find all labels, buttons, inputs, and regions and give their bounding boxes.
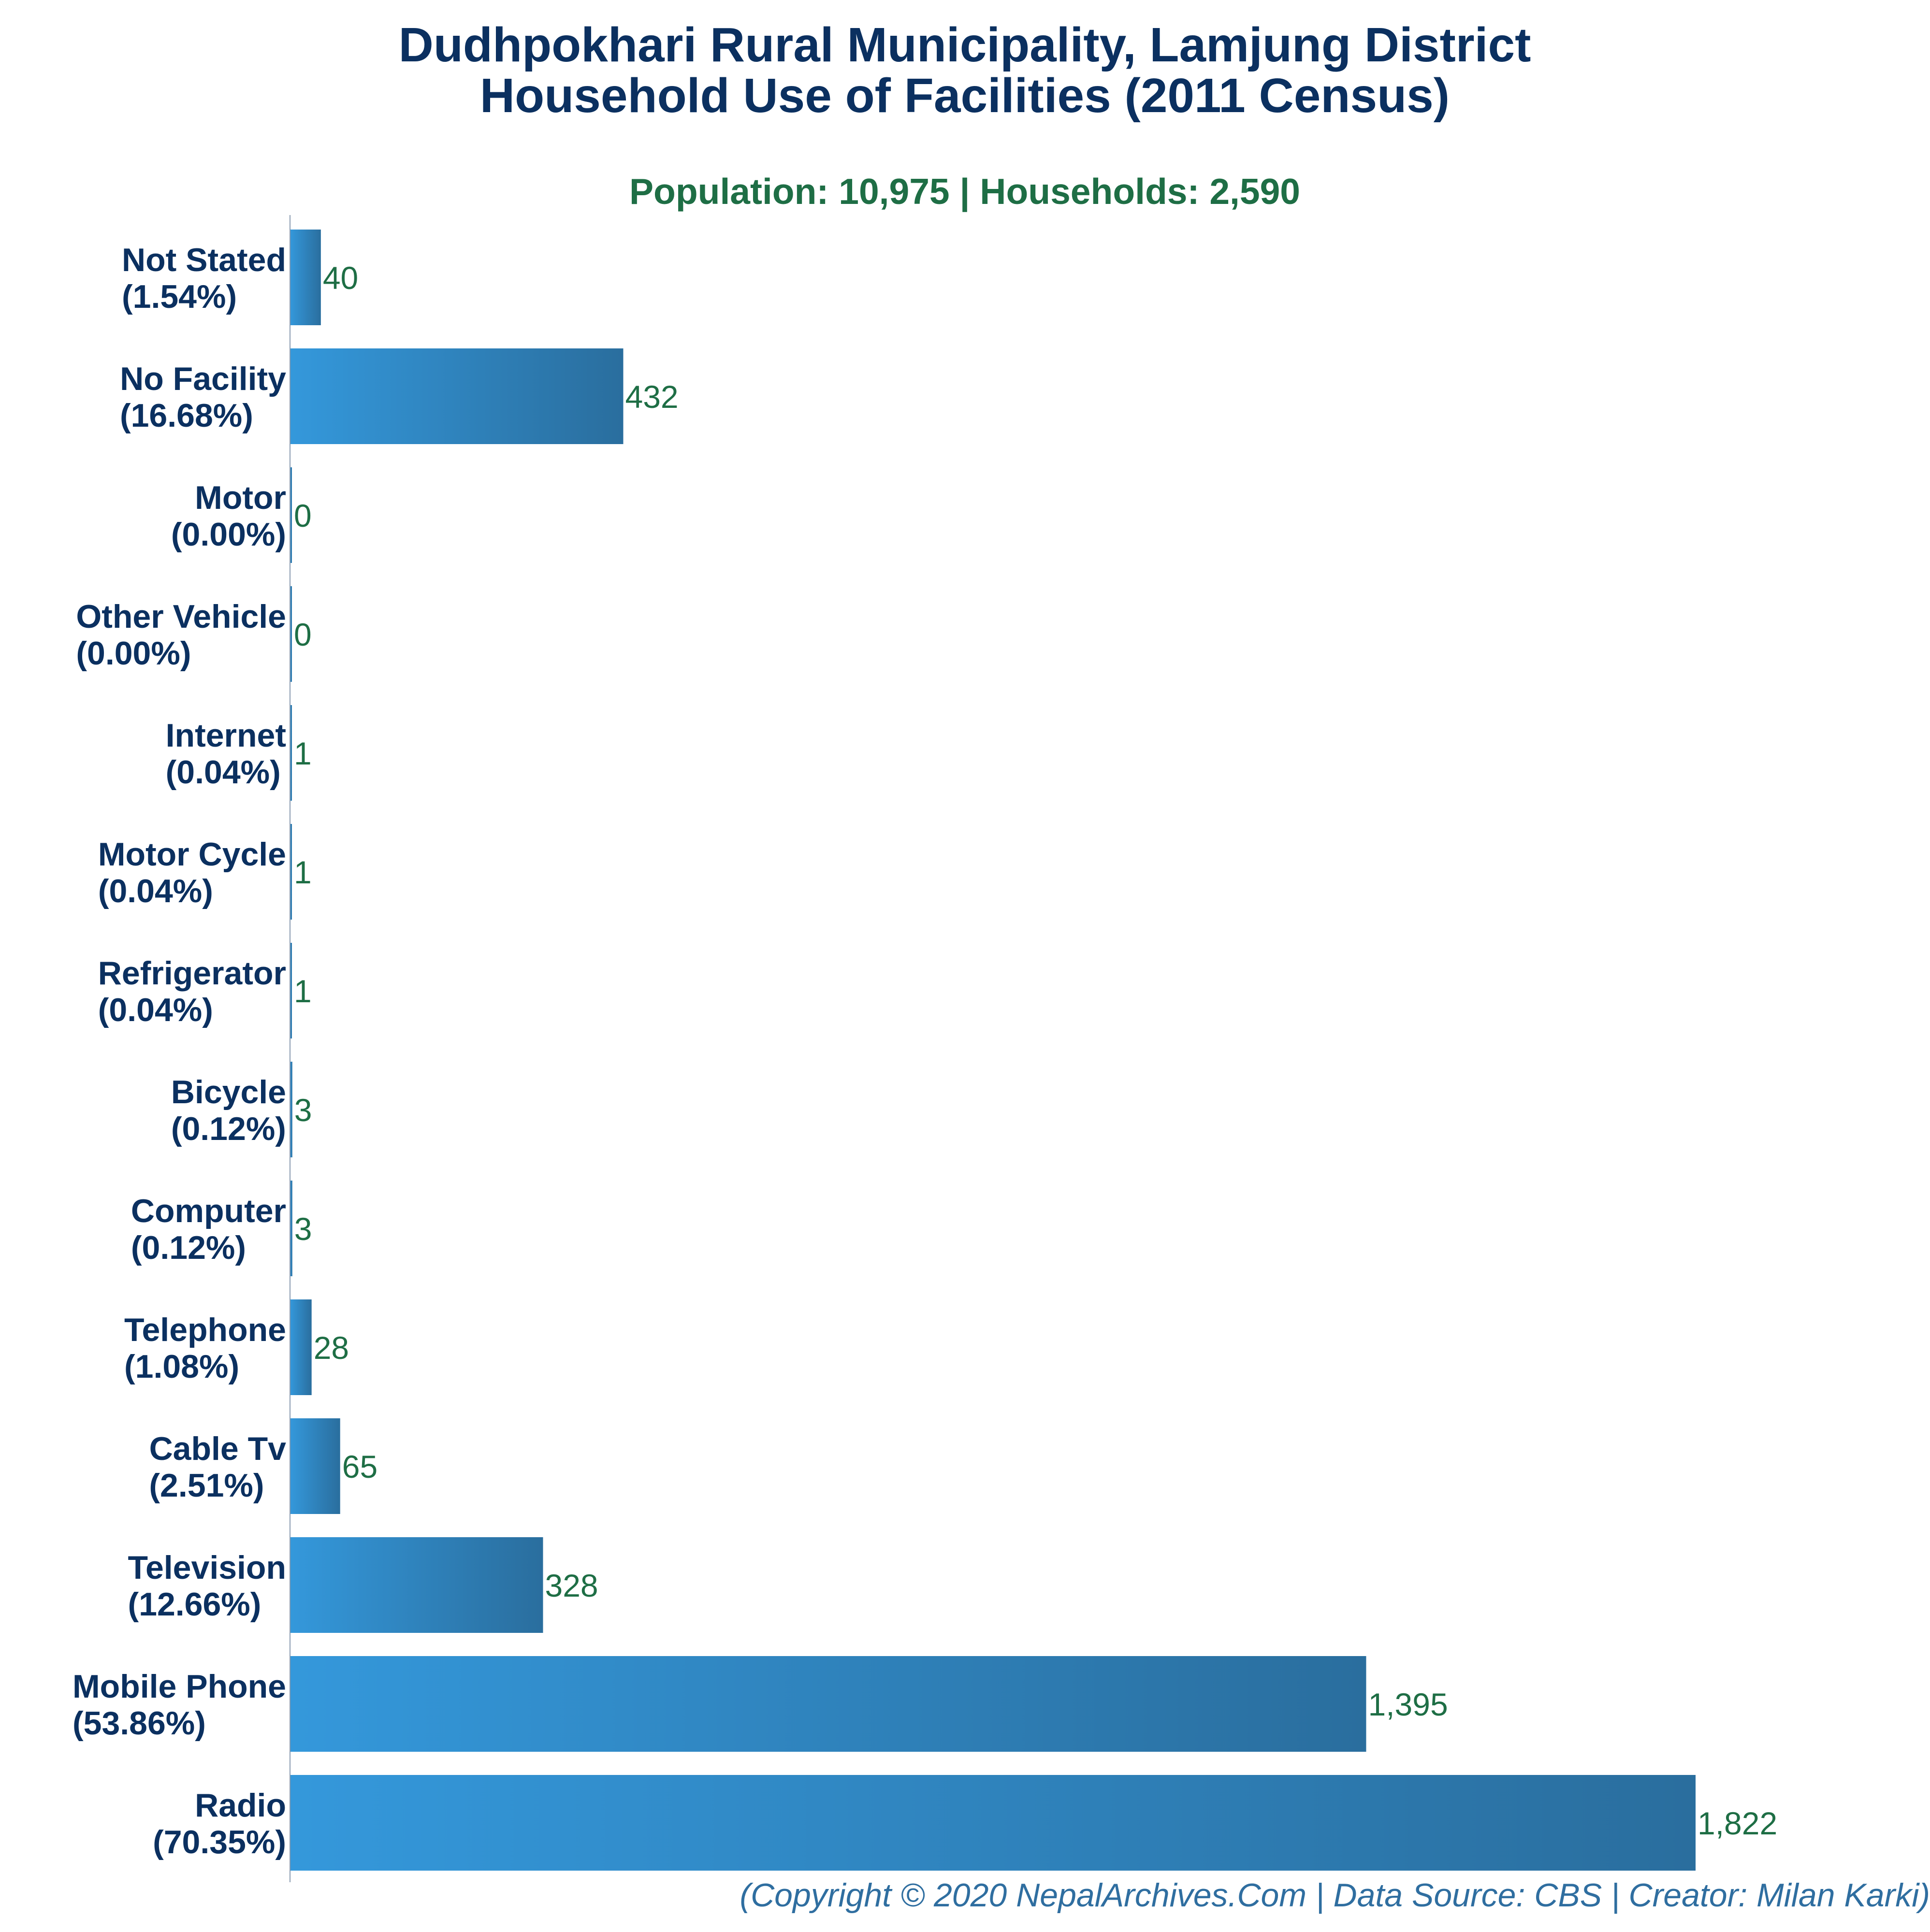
bar-television <box>290 1537 543 1633</box>
bar-no-facility <box>290 348 624 444</box>
value-label-other-vehicle: 0 <box>294 617 312 652</box>
bars-layer: 40 Not Stated(1.54%) 432 No Facility(16.68%… <box>73 230 1777 1871</box>
value-label-mobile-phone: 1,395 <box>1368 1687 1448 1722</box>
bar-other-vehicle <box>290 586 292 682</box>
category-label-not-stated: Not Stated <box>122 242 286 278</box>
category-pct-no-facility: (16.68%) <box>120 397 253 434</box>
chart-subtitle: Population: 10,975 | Households: 2,590 <box>629 171 1300 212</box>
category-label-motor: Motor <box>195 479 286 516</box>
category-pct-mobile-phone: (53.86%) <box>73 1705 206 1742</box>
category-pct-television: (12.66%) <box>128 1586 261 1623</box>
value-label-no-facility: 432 <box>625 379 678 415</box>
value-label-motor-cycle: 1 <box>294 854 312 890</box>
category-pct-computer: (0.12%) <box>131 1229 246 1266</box>
category-pct-refrigerator: (0.04%) <box>98 992 213 1028</box>
bar-motor-cycle <box>290 824 292 920</box>
value-label-cable-tv: 65 <box>342 1449 377 1485</box>
category-label-television: Television <box>128 1549 286 1586</box>
category-pct-internet: (0.04%) <box>166 754 281 791</box>
bar-mobile-phone <box>290 1656 1366 1752</box>
category-label-no-facility: No Facility <box>120 360 286 397</box>
category-pct-not-stated: (1.54%) <box>122 278 237 315</box>
category-label-internet: Internet <box>166 717 286 754</box>
value-label-motor: 0 <box>294 498 312 533</box>
bar-refrigerator <box>290 943 292 1038</box>
value-label-computer: 3 <box>294 1211 312 1247</box>
bar-cable-tv <box>290 1418 340 1514</box>
category-label-radio: Radio <box>195 1787 286 1824</box>
category-pct-motor-cycle: (0.04%) <box>98 873 213 909</box>
category-label-motor-cycle: Motor Cycle <box>98 836 286 873</box>
chart-title-line-1: Dudhpokhari Rural Municipality, Lamjung … <box>399 18 1531 72</box>
value-label-telephone: 28 <box>314 1330 349 1366</box>
category-pct-other-vehicle: (0.00%) <box>76 635 191 672</box>
bar-telephone <box>290 1299 312 1395</box>
category-label-refrigerator: Refrigerator <box>98 955 286 992</box>
value-label-bicycle: 3 <box>294 1092 312 1128</box>
category-pct-motor: (0.00%) <box>171 516 286 553</box>
bar-radio <box>290 1775 1696 1871</box>
category-pct-telephone: (1.08%) <box>124 1348 239 1385</box>
category-pct-radio: (70.35%) <box>153 1824 286 1860</box>
chart-title-line-2: Household Use of Facilities (2011 Census… <box>480 69 1450 123</box>
bar-internet <box>290 705 292 801</box>
category-label-computer: Computer <box>131 1193 286 1229</box>
category-pct-bicycle: (0.12%) <box>171 1110 286 1147</box>
category-label-bicycle: Bicycle <box>171 1074 286 1110</box>
bar-computer <box>290 1181 292 1276</box>
bar-not-stated <box>290 230 321 325</box>
value-label-radio: 1,822 <box>1698 1805 1777 1841</box>
chart-footer: (Copyright © 2020 NepalArchives.Com | Da… <box>740 1877 1930 1914</box>
category-label-mobile-phone: Mobile Phone <box>73 1668 286 1705</box>
value-label-internet: 1 <box>294 735 312 771</box>
category-label-telephone: Telephone <box>124 1312 286 1348</box>
bar-motor <box>290 467 292 563</box>
value-label-not-stated: 40 <box>323 260 358 296</box>
bar-bicycle <box>290 1062 292 1157</box>
value-label-refrigerator: 1 <box>294 973 312 1009</box>
category-label-other-vehicle: Other Vehicle <box>76 598 286 635</box>
category-label-cable-tv: Cable Tv <box>149 1430 287 1467</box>
value-label-television: 328 <box>545 1568 598 1603</box>
category-pct-cable-tv: (2.51%) <box>149 1467 264 1504</box>
